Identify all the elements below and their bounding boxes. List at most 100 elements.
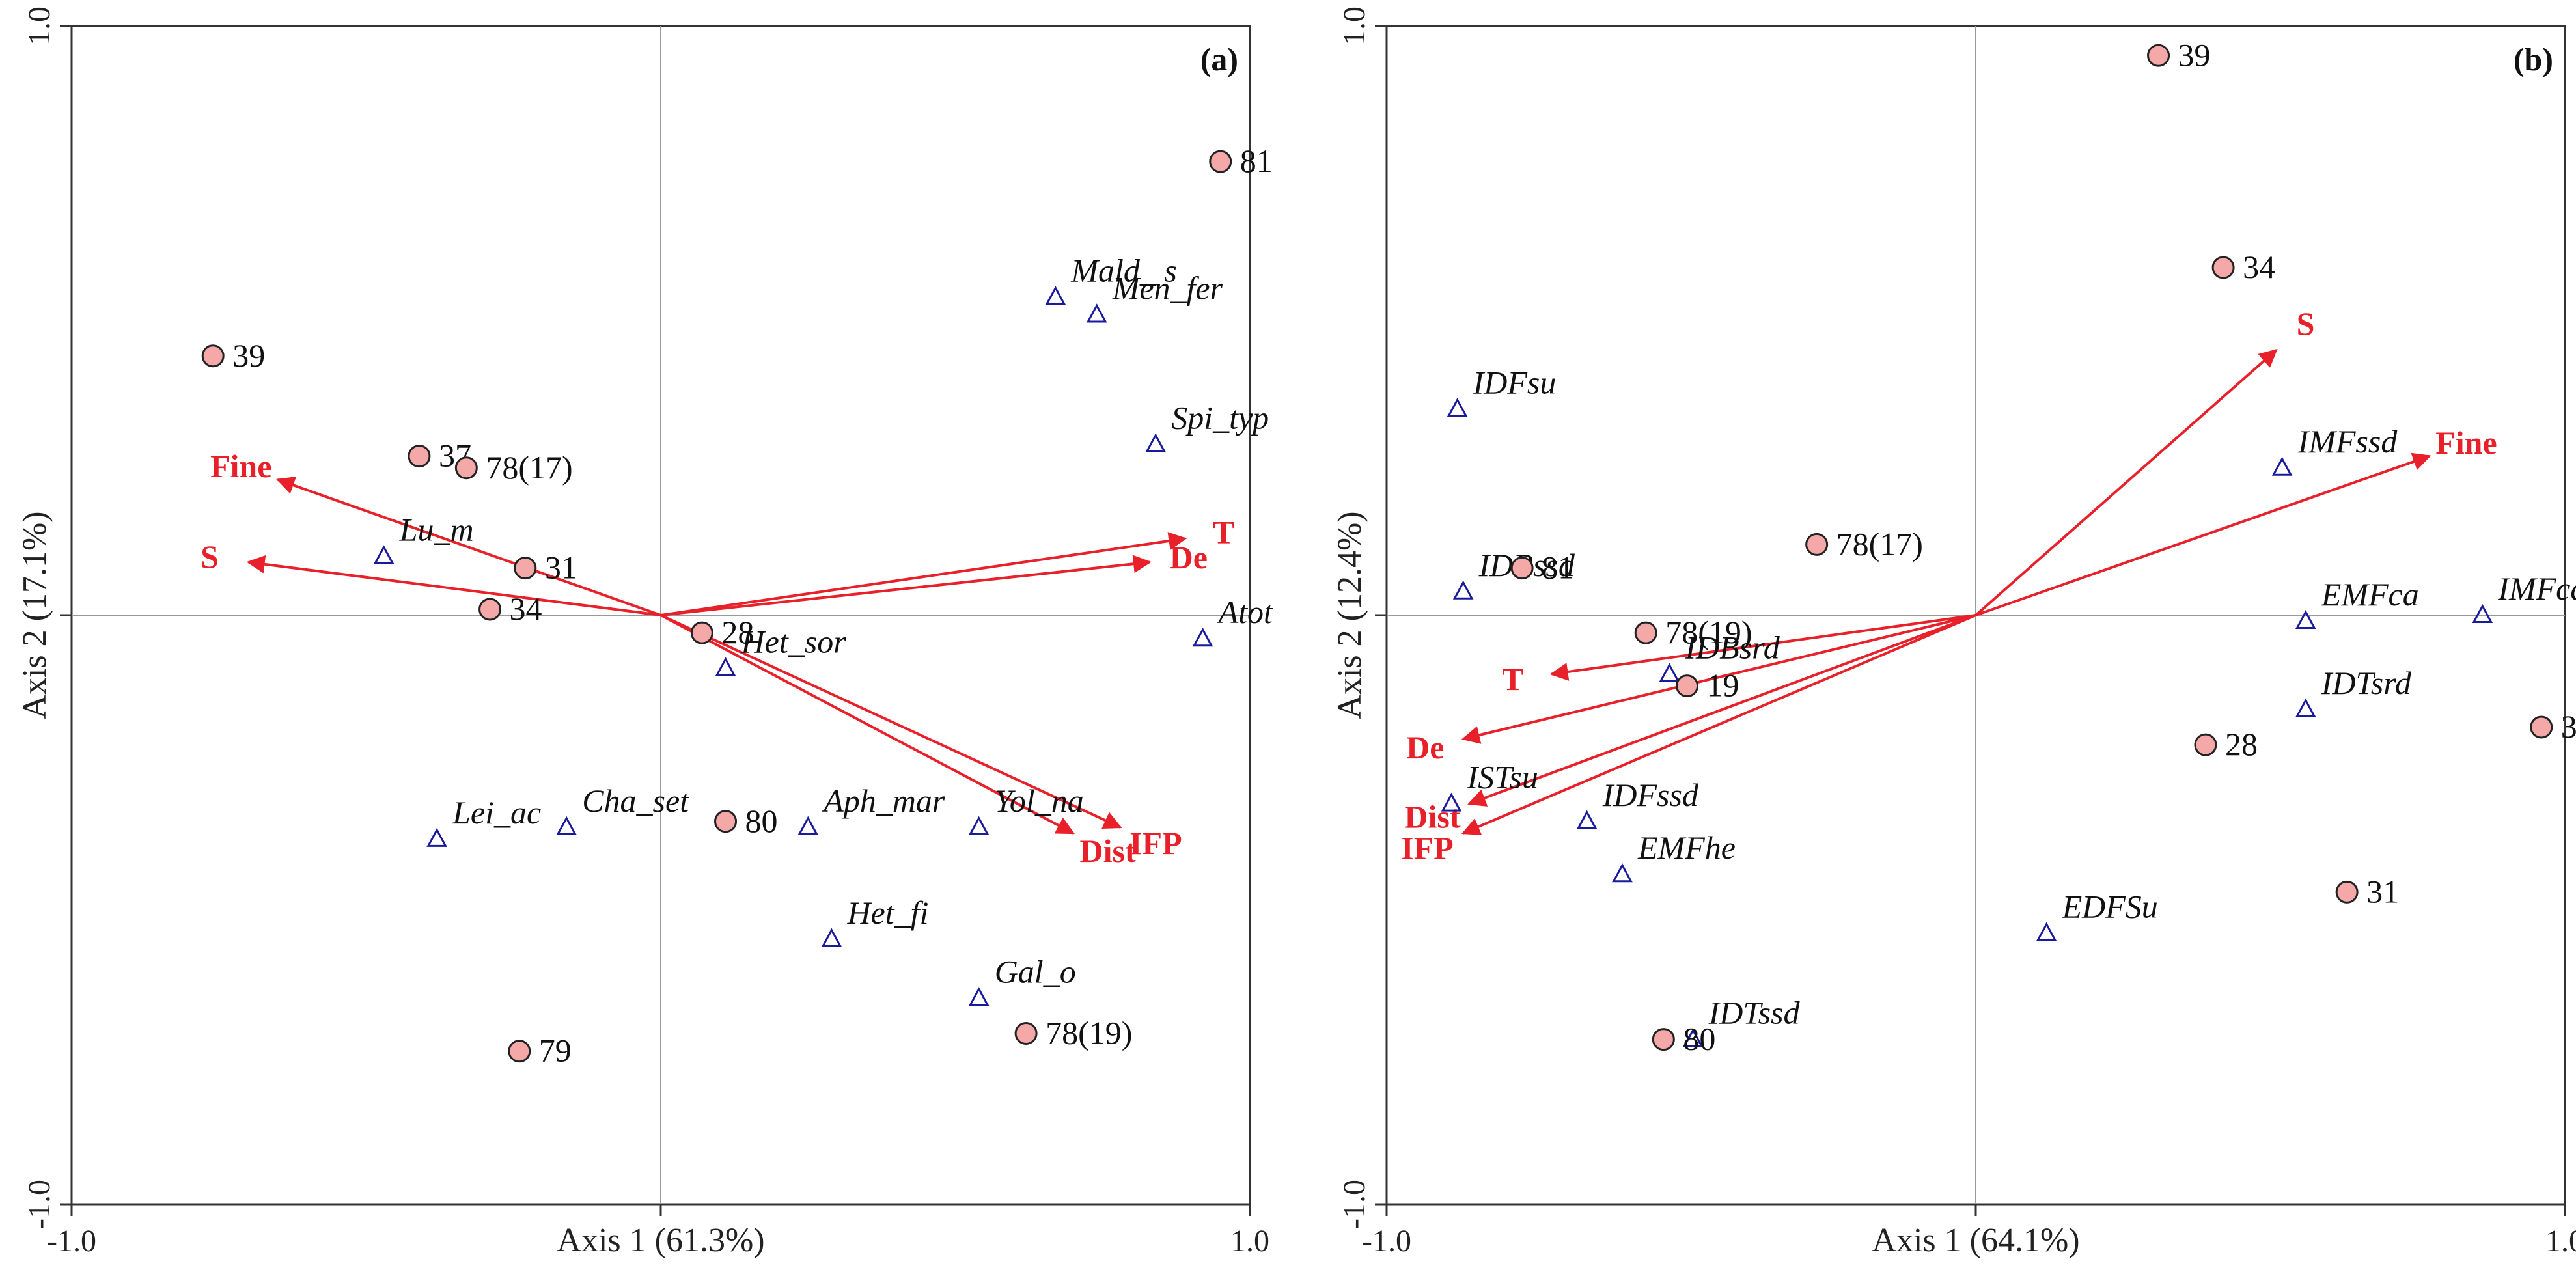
vector-label-ifp: IFP [1129, 825, 1182, 861]
site-marker-80 [714, 810, 738, 833]
species-marker-mald-s [1045, 286, 1066, 305]
site-label-39: 39 [2178, 36, 2211, 73]
species-marker-men-fer [1086, 303, 1107, 323]
site-marker-39 [2147, 44, 2170, 67]
x-tick-label: 1.0 [1230, 1224, 1269, 1258]
species-label-het-fi: Het_fi [846, 894, 928, 931]
site-label-37: 37 [2561, 708, 2576, 745]
site-marker-31 [514, 557, 537, 580]
vector-label-s: S [2297, 305, 2315, 342]
vector-label-fine: Fine [2435, 424, 2497, 461]
site-marker-78-19 [1634, 621, 1657, 644]
species-label-lu-m: Lu_m [399, 512, 474, 548]
y-axis-title: Axis 2 (17.1%) [16, 511, 53, 719]
species-label-atot: Atot [1217, 594, 1273, 630]
species-marker-het-fi [821, 928, 842, 947]
vector-arrow-de [1461, 614, 1976, 744]
site-marker-31 [2335, 880, 2359, 904]
panel-b: -1.0 1.0 Axis 1 (64.1%) -1.0 1.0 Axis 2 (12.4… [1331, 7, 2576, 1259]
species-marker-emfca [2295, 609, 2316, 630]
vector-arrow-s [246, 555, 661, 616]
species-label-idtssd: IDTssd [1708, 995, 1801, 1031]
x-tick-label: 1.0 [2545, 1224, 2576, 1258]
species-label-imfssd: IMFssd [2297, 423, 2398, 460]
species-marker-idbssd [1452, 580, 1474, 600]
species-marker-gal-o [968, 987, 990, 1006]
site-marker-34 [2211, 256, 2235, 279]
site-label-78-19: 78(19) [1046, 1015, 1132, 1051]
panel-label: (a) [1200, 41, 1238, 77]
vector-arrow-dist [660, 614, 1075, 835]
panel-a: -1.0 1.0 Axis 1 (61.3%) -1.0 1.0 Axis 2 (17.1… [16, 7, 1273, 1259]
species-label-gal-o: Gal_o [995, 953, 1076, 989]
species-marker-idtsrd [2295, 698, 2316, 717]
y-tick-label: -1.0 [1337, 1180, 1372, 1229]
site-label-31: 31 [2366, 873, 2399, 909]
site-marker-79 [508, 1040, 531, 1063]
species-label-cha-set: Cha_set [582, 782, 689, 819]
species-marker-idfsu [1447, 398, 1468, 417]
vector-label-ifp: IFP [1401, 829, 1454, 866]
species-label-idtsrd: IDTsrd [2321, 665, 2412, 701]
species-label-mald-s: Mald_ s [1070, 252, 1177, 288]
panel-label: (b) [2514, 41, 2553, 77]
vector-label-t: T [1213, 514, 1234, 551]
vector-arrow-s [1974, 348, 2278, 616]
species-marker-lu-m [373, 545, 395, 564]
species-marker-emfhe [1612, 863, 1633, 883]
x-tick-label: -1.0 [1362, 1224, 1411, 1258]
site-marker-39 [201, 344, 225, 368]
vector-arrow-de [660, 555, 1152, 616]
vector-arrow-dist [1467, 614, 1976, 807]
site-marker-28 [690, 621, 713, 644]
species-marker-idbsrd [1659, 663, 1680, 682]
vector-label-t: T [1502, 661, 1523, 697]
species-marker-atot [1192, 628, 1213, 647]
y-tick-label: 1.0 [22, 7, 57, 46]
site-label-39: 39 [232, 337, 265, 374]
site-label-34: 34 [510, 590, 542, 627]
species-label-aph-mar: Aph_mar [822, 782, 945, 819]
species-marker-istsu [1441, 792, 1462, 812]
species-label-het-sor: Het_sor [741, 623, 847, 659]
vector-arrow-fine [1975, 452, 2431, 616]
vector-label-fine: Fine [210, 448, 271, 484]
vector-arrow-t [660, 532, 1187, 616]
species-label-emfca: EMFca [2321, 576, 2419, 613]
species-label-spi-typ: Spi_typ [1171, 400, 1269, 436]
site-label-81: 81 [1542, 549, 1574, 586]
site-marker-37 [2530, 715, 2553, 739]
site-marker-19 [1676, 674, 1699, 698]
x-tick-label: -1.0 [47, 1224, 96, 1258]
species-marker-het-sor [715, 657, 736, 676]
species-marker-imfca [2472, 603, 2493, 623]
species-marker-idfssd [1576, 810, 1598, 829]
x-axis-title: Axis 1 (61.3%) [557, 1222, 764, 1259]
site-label-78-17: 78(17) [486, 449, 572, 486]
site-marker-78-19 [1014, 1022, 1038, 1045]
site-label-78-17: 78(17) [1836, 525, 1923, 562]
species-marker-cha-set [556, 816, 577, 835]
species-label-edfsu: EDFSu [2062, 889, 2158, 925]
species-marker-lei-ac [426, 827, 447, 847]
vector-arrow-ifp [1461, 614, 1976, 835]
site-marker-78-17 [1805, 533, 1829, 556]
species-label-istsu: ISTsu [1467, 759, 1538, 796]
site-label-31: 31 [545, 549, 577, 586]
species-label-idfssd: IDFssd [1602, 777, 1699, 813]
species-marker-yol-na [968, 816, 990, 835]
species-marker-aph-mar [797, 816, 819, 835]
site-marker-37 [408, 445, 431, 468]
species-label-idbsrd: IDBsrd [1684, 630, 1780, 666]
vector-arrow-t [1549, 614, 1976, 681]
site-marker-34 [478, 598, 502, 621]
site-label-81: 81 [1240, 143, 1273, 179]
species-marker-idtssd [1682, 1028, 1704, 1047]
site-label-28: 28 [721, 614, 754, 650]
species-marker-spi-typ [1145, 433, 1167, 452]
species-label-imfca: IMFca [2497, 570, 2576, 607]
y-tick-label: 1.0 [1337, 7, 1372, 46]
site-label-79: 79 [539, 1032, 572, 1069]
site-label-34: 34 [2243, 249, 2275, 285]
